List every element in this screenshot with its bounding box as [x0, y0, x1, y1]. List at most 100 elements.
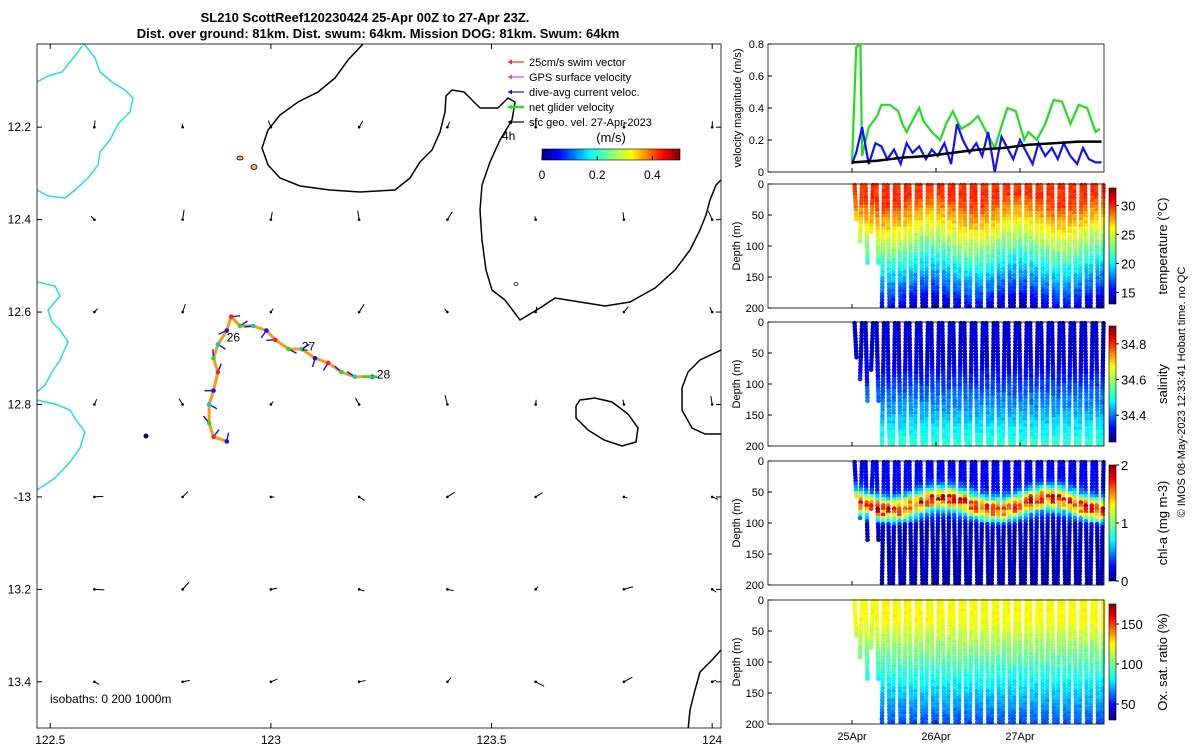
track-segment: [314, 356, 329, 365]
geo-vector-head: [446, 218, 449, 221]
profile-sample: [890, 303, 896, 309]
geo-vector-head: [534, 310, 537, 314]
map-colorbar-tick-label: 0.4: [644, 168, 661, 182]
profile-sample: [1033, 303, 1038, 309]
geo-vector-head: [710, 588, 714, 591]
geo-vector-head: [181, 680, 184, 684]
geo-vector-head: [93, 125, 96, 129]
geo-velocity-vector: [182, 582, 190, 590]
profile-sample: [854, 494, 859, 499]
profile-dots: [852, 320, 1106, 447]
profile-sample: [975, 303, 980, 309]
geo-vector-head: [622, 218, 626, 221]
profile-sample: [1062, 303, 1068, 309]
track-segment: [274, 338, 290, 351]
velocity-y-tick-label: 0.8: [749, 39, 764, 51]
track-segment: [212, 357, 220, 373]
profile-sample: [956, 303, 962, 309]
profile-sample: [1040, 303, 1046, 309]
map-y-tick-label: 12.4: [8, 213, 32, 227]
profile-sample: [1099, 303, 1104, 309]
track-point: [206, 402, 212, 407]
geo-vector-head: [181, 125, 184, 129]
track-point: [206, 420, 212, 426]
geo-vector-head: [93, 218, 96, 221]
geo-vector-head: [357, 495, 361, 499]
profile-sample: [854, 217, 859, 222]
profile-sample: [912, 441, 918, 447]
velocity-ticks: 00.20.40.60.8: [749, 39, 1021, 179]
profile-sample: [931, 441, 936, 447]
track-point: [339, 369, 344, 375]
map-y-tick-label: 12.2: [8, 120, 32, 134]
track-point: [215, 369, 221, 375]
profile-colorbar-tick-label: 15: [1121, 285, 1135, 300]
profile-y-tick-label: 50: [752, 210, 764, 222]
profile-dots: [852, 182, 1106, 309]
geo-velocity-vector: [444, 394, 448, 405]
map-ticks: 122.5 123 123.5 12412.212.412.612.8-1313.21…: [8, 44, 723, 747]
profile-sample: [1022, 303, 1027, 309]
geo-vector-head: [269, 218, 273, 221]
geo-velocity-vector: [710, 396, 713, 405]
geo-velocity-vector: [357, 210, 360, 220]
profile-sample: [879, 303, 885, 309]
profile-sample: [945, 303, 951, 309]
geo-vector-head: [710, 495, 714, 499]
geo-vector-head: [534, 495, 537, 499]
track-point: [211, 434, 216, 440]
isobath-east: [681, 349, 721, 435]
legend-arrowhead: [508, 89, 512, 95]
profile-sample: [1029, 303, 1035, 309]
geo-vector-head: [269, 125, 273, 129]
geo-velocity-vector: [623, 586, 634, 590]
profile-sample: [1084, 303, 1090, 309]
profile-sample: [876, 260, 881, 266]
geo-vector-head: [622, 588, 626, 591]
track-point: [272, 337, 278, 343]
geo-velocity-vector: [270, 211, 273, 220]
map-y-tick-label: -13: [14, 490, 32, 504]
profile-sample: [942, 303, 947, 309]
profile-colorbar: [1108, 325, 1117, 443]
geo-velocity-vector: [447, 491, 455, 498]
geo-vector-head: [93, 403, 96, 406]
profile-sample: [909, 441, 914, 447]
map-x-tick-label: 122.5: [35, 733, 65, 747]
map-x-tick-label: 124: [702, 733, 722, 747]
legend-label: GPS surface velocity: [529, 72, 632, 84]
profile-sample: [876, 537, 881, 542]
profile-sample: [1066, 303, 1071, 309]
profile-sample: [986, 303, 991, 309]
geo-vector-head: [534, 218, 537, 221]
profile-colorbar-label: temperature (°C): [1155, 198, 1170, 295]
profile-colorbar-tick-label: 20: [1121, 256, 1135, 271]
legend-label: sfc geo. vel. 27-Apr-2023: [529, 117, 652, 129]
geo-vector-head: [357, 680, 361, 684]
isobath-se: [687, 649, 721, 728]
geo-vector-head: [446, 310, 449, 314]
profile-sample: [1008, 303, 1013, 309]
velocity-series-line: [850, 44, 1101, 165]
profile-y-tick-label: 100: [746, 241, 764, 253]
geo-vector-head: [269, 680, 273, 684]
geo-vector-head: [181, 495, 184, 499]
velocity-ylabel: velocity magnitude (m/s): [732, 48, 744, 167]
title-line-1: SL210 ScottReef120230424 25-Apr 00Z to 2…: [201, 10, 530, 25]
track-point: [211, 388, 216, 393]
legend-label: dive-avg current veloc.: [529, 87, 640, 99]
track-point: [286, 346, 291, 352]
track-point: [312, 355, 318, 361]
track-point: [325, 360, 331, 366]
geo-vector-head: [446, 125, 449, 129]
track-point: [250, 323, 256, 329]
profile-sample: [1095, 303, 1101, 309]
geo-vector-head: [357, 125, 361, 129]
title-line-2: Dist. over ground: 81km. Dist. swum: 64k…: [137, 26, 620, 41]
reef-shoal: [236, 155, 244, 161]
legend-label: net glider velocity: [529, 102, 614, 114]
